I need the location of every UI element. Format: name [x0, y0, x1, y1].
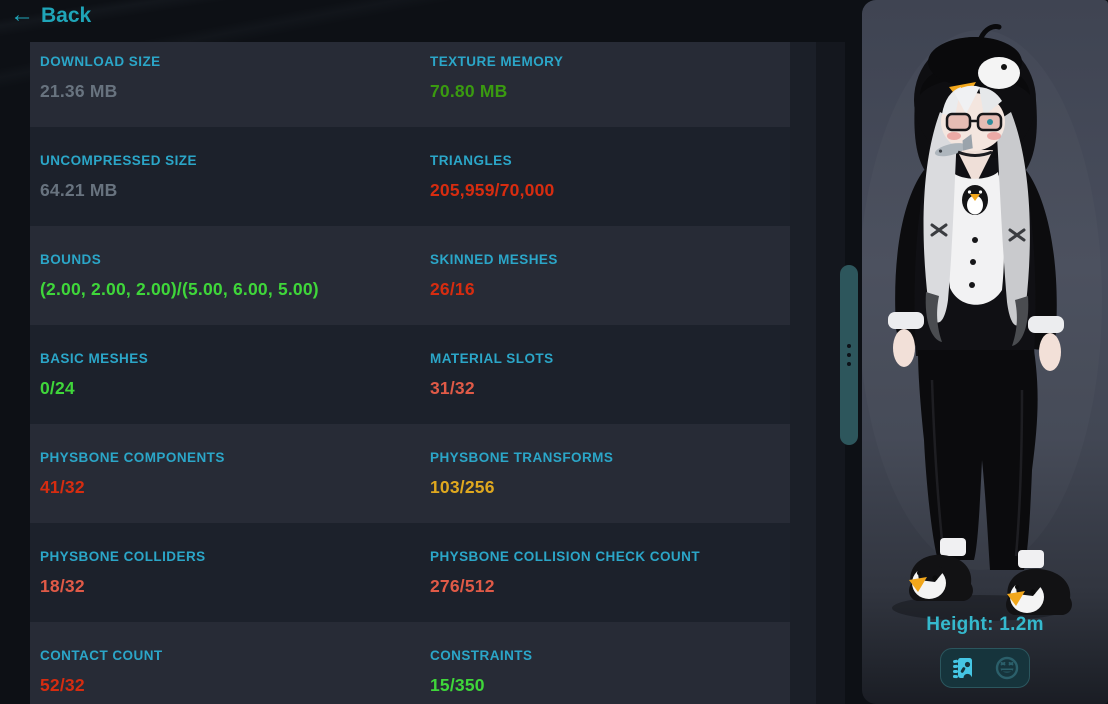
stat-label: PHYSBONE COLLISION CHECK COUNT: [430, 549, 701, 564]
avatar-height-label: Height: 1.2m: [926, 614, 1044, 635]
stat-value: 18/32: [40, 576, 85, 596]
stat-value: 31/32: [430, 378, 475, 398]
stat-label: UNCOMPRESSED SIZE: [40, 153, 197, 168]
avatar-preview[interactable]: [862, 0, 1108, 704]
stats-row-uncompressed: UNCOMPRESSED SIZE 64.21 MB TRIANGLES 205…: [30, 127, 790, 226]
stat-label: SKINNED MESHES: [430, 252, 558, 267]
stat-value: 64.21 MB: [40, 180, 118, 200]
stats-row-download: DOWNLOAD SIZE 21.36 MB TEXTURE MEMORY 70…: [30, 42, 790, 127]
flipbook-person-icon: [952, 658, 972, 679]
stats-row-physbone-components: PHYSBONE COMPONENTS 41/32 PHYSBONE TRANS…: [30, 424, 790, 523]
avatar-details-button[interactable]: [946, 651, 980, 685]
stat-value: 70.80 MB: [430, 81, 508, 101]
stat-value: (2.00, 2.00, 2.00)/(5.00, 6.00, 5.00): [40, 279, 319, 299]
stat-value: 26/16: [430, 279, 475, 299]
stat-value: 276/512: [430, 576, 495, 596]
grin-emoji-icon: [995, 656, 1019, 680]
back-arrow-icon: ←: [10, 1, 34, 28]
stat-label: PHYSBONE COLLIDERS: [40, 549, 206, 564]
stat-value: 0/24: [40, 378, 75, 398]
emoji-button[interactable]: [990, 651, 1024, 685]
stats-row-physbone-colliders: PHYSBONE COLLIDERS 18/32 PHYSBONE COLLIS…: [30, 523, 790, 622]
stats-list: DOWNLOAD SIZE 21.36 MB TEXTURE MEMORY 70…: [30, 42, 790, 704]
stat-value: 41/32: [40, 477, 85, 497]
avatar-panel: Height: 1.2m: [862, 0, 1108, 704]
back-label: Back: [41, 4, 92, 27]
scrollbar-grip-dot: [847, 353, 851, 357]
stats-row-contacts: CONTACT COUNT 52/32 CONSTRAINTS 15/350: [30, 622, 790, 704]
stat-label: DOWNLOAD SIZE: [40, 54, 161, 69]
scrollbar-handle[interactable]: [840, 265, 858, 445]
stat-value: 205,959/70,000: [430, 180, 555, 200]
stat-label: TEXTURE MEMORY: [430, 54, 564, 69]
stat-label: CONSTRAINTS: [430, 648, 533, 663]
scrollbar-grip-dot: [847, 344, 851, 348]
stat-label: PHYSBONE COMPONENTS: [40, 450, 225, 465]
stat-value: 52/32: [40, 675, 85, 695]
stat-label: MATERIAL SLOTS: [430, 351, 554, 366]
stat-value: 103/256: [430, 477, 495, 497]
list-gutter: [790, 42, 816, 704]
avatar-action-bar: [940, 648, 1030, 688]
scrollbar-grip-dot: [847, 362, 851, 366]
stats-row-meshes: BASIC MESHES 0/24 MATERIAL SLOTS 31/32: [30, 325, 790, 424]
stat-value: 15/350: [430, 675, 485, 695]
stat-label: BASIC MESHES: [40, 351, 149, 366]
stat-label: CONTACT COUNT: [40, 648, 163, 663]
stat-label: PHYSBONE TRANSFORMS: [430, 450, 614, 465]
stat-label: BOUNDS: [40, 252, 102, 267]
stat-label: TRIANGLES: [430, 153, 513, 168]
back-button[interactable]: ← Back: [10, 1, 92, 28]
stats-row-bounds: BOUNDS (2.00, 2.00, 2.00)/(5.00, 6.00, 5…: [30, 226, 790, 325]
stat-value: 21.36 MB: [40, 81, 118, 101]
